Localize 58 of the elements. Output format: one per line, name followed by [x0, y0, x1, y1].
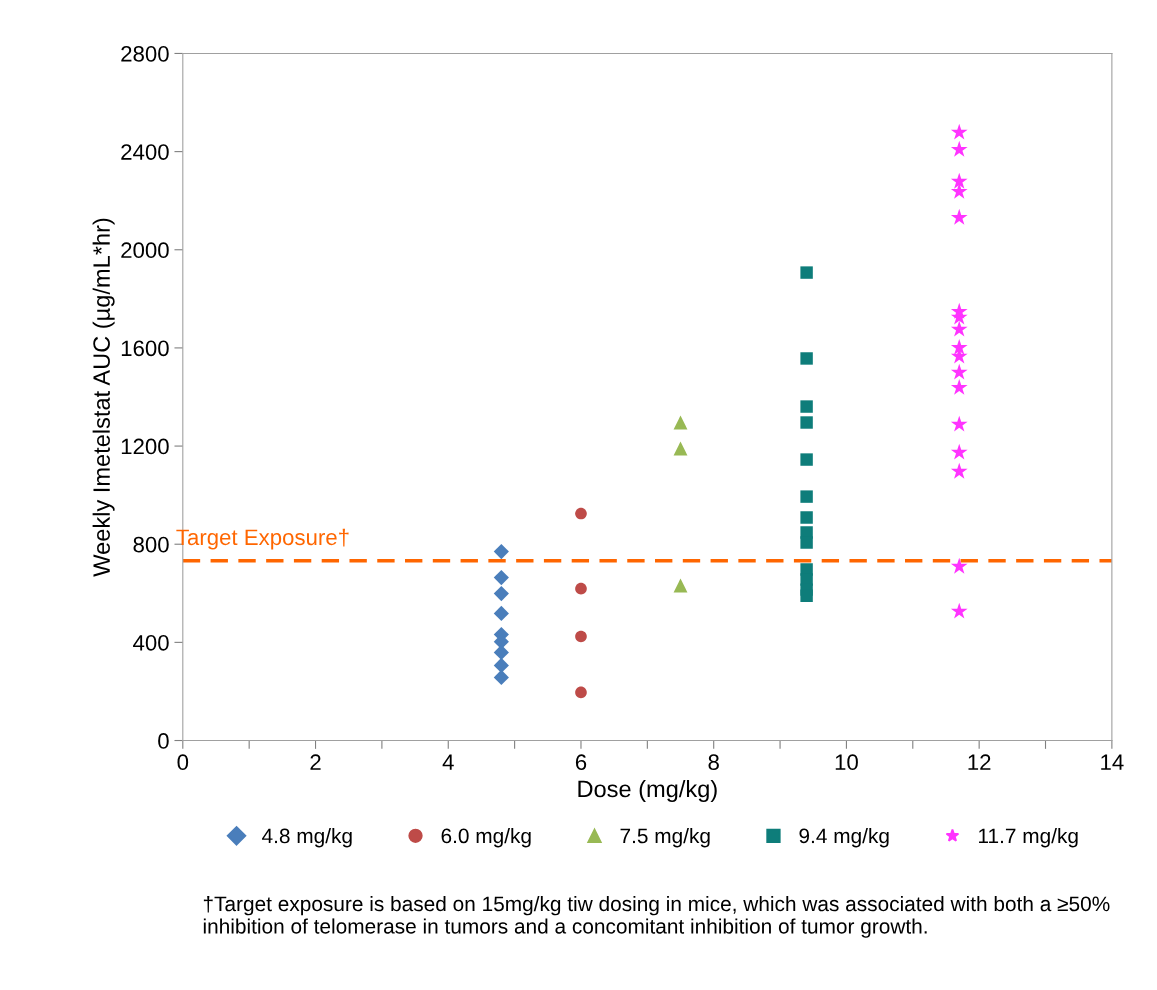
point — [493, 669, 509, 686]
point — [800, 266, 813, 279]
point — [950, 415, 968, 432]
x-tick-label: 14 — [1101, 754, 1124, 770]
legend-label: 7.5 mg/kg — [620, 827, 710, 848]
point — [493, 543, 509, 560]
text: †Target exposure is based on 15mg/kg tiw dosing in mice, which was associated with both a ≥50% inhibition of telomerase in tumors and a concomitant inhibition of tumor growth. — [203, 895, 1110, 938]
point — [950, 320, 968, 337]
point — [575, 582, 587, 595]
point — [800, 352, 813, 365]
y-tick-label: 2800 — [121, 45, 169, 62]
y-tick-label: 400 — [133, 634, 169, 651]
point — [800, 416, 813, 429]
point — [800, 536, 813, 549]
point — [950, 378, 968, 395]
legend-label: 11.7 mg/kg — [979, 827, 1078, 848]
x-tick-label: 12 — [968, 754, 991, 770]
point — [800, 511, 813, 524]
point — [950, 123, 968, 140]
x-tick-label: 4 — [442, 754, 454, 770]
point — [673, 578, 688, 593]
point — [575, 686, 587, 699]
x-tick-label: 8 — [708, 754, 719, 771]
y-tick-label: 1600 — [121, 340, 169, 357]
point — [493, 585, 509, 602]
point — [950, 462, 968, 479]
point — [950, 338, 968, 355]
x-tick-label: 2 — [310, 754, 321, 770]
point — [950, 363, 968, 380]
legend-label: 4.8 mg/kg — [262, 827, 352, 848]
point — [950, 557, 968, 574]
y-tick-label: 0 — [158, 733, 169, 749]
y-tick-label: 800 — [133, 536, 169, 553]
point — [800, 490, 813, 503]
y-tick-label: 2400 — [121, 144, 169, 160]
point — [493, 605, 509, 622]
point — [950, 602, 968, 619]
y-tick-label: 1200 — [121, 438, 169, 455]
x-axis-title: Dose (mg/kg) — [578, 779, 717, 802]
point — [800, 589, 813, 602]
point — [950, 140, 968, 157]
point — [575, 630, 587, 643]
point — [575, 507, 587, 520]
y-axis-title: Weekly Imetelstat AUC (µg/mL*hr) — [92, 218, 115, 577]
x-tick-label: 0 — [177, 754, 189, 771]
point — [950, 208, 968, 225]
y-tick-label: 2000 — [121, 242, 169, 259]
ref-line-label: Target Exposure† — [176, 528, 349, 550]
point — [493, 569, 509, 586]
legend-label: 6.0 mg/kg — [441, 827, 531, 848]
point — [950, 172, 968, 189]
point — [493, 657, 509, 674]
point — [800, 453, 813, 466]
x-tick-label: 10 — [835, 754, 858, 771]
legend-label: 9.4 mg/kg — [799, 827, 889, 848]
point — [800, 400, 813, 413]
x-tick-label: 6 — [575, 754, 587, 771]
point — [950, 443, 968, 460]
